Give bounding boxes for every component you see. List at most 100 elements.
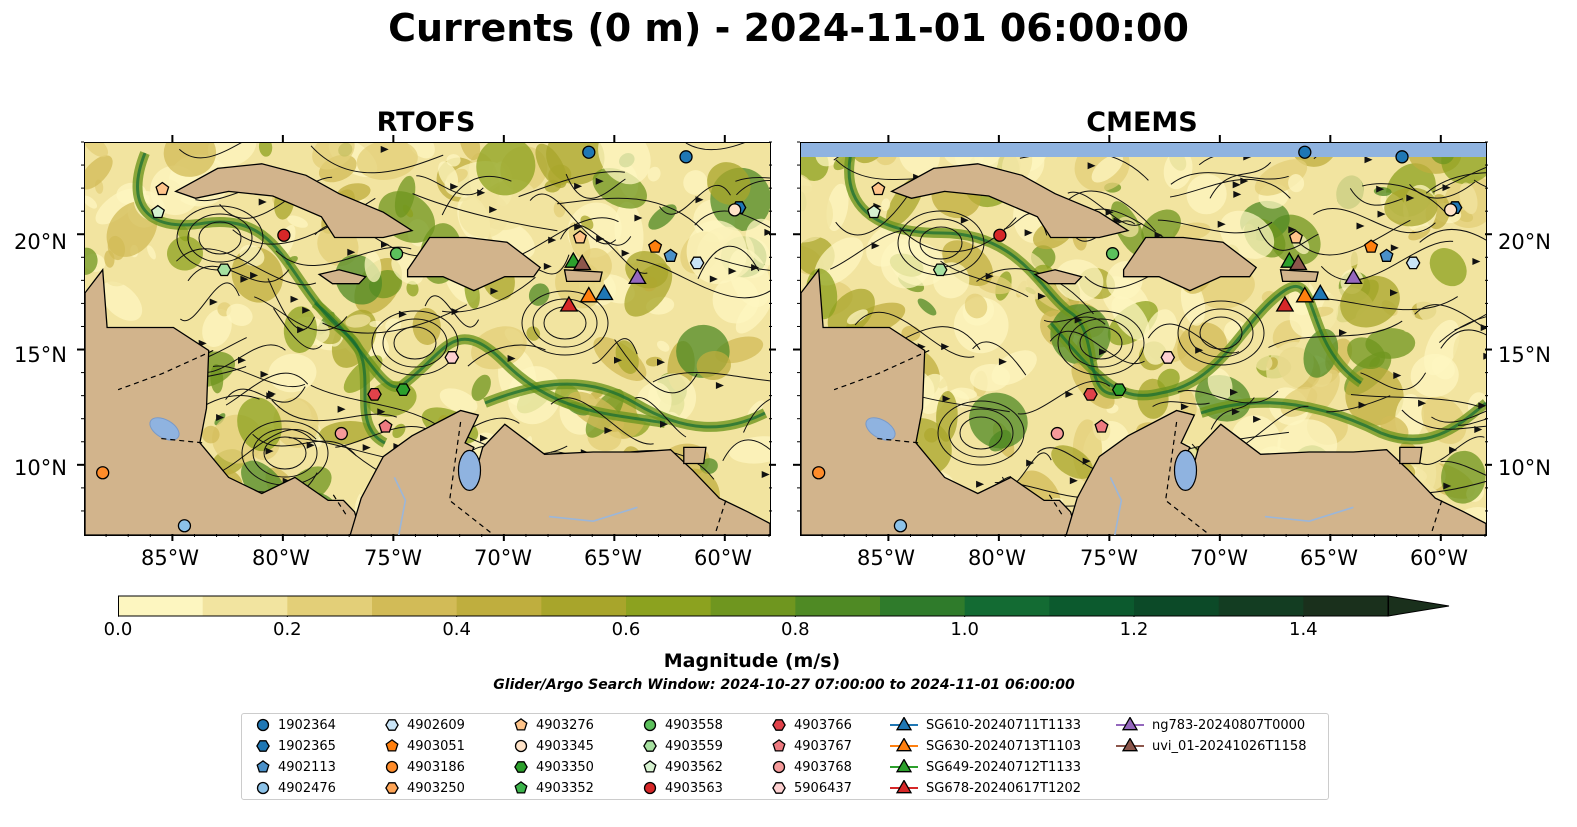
map-panel-cmems[interactable] [800, 142, 1487, 536]
legend-item: 4903562 [643, 759, 723, 775]
colorbar-segment [964, 596, 1050, 616]
legend-item: ng783-20240807T0000 [1116, 717, 1305, 733]
circle-marker-icon [514, 739, 528, 753]
legend-item: 4903558 [643, 717, 723, 733]
legend-label: 1902365 [278, 738, 336, 754]
pentagon-marker-icon [772, 739, 786, 752]
circle-marker-icon [643, 781, 657, 795]
argo-marker-1902364 [679, 150, 693, 164]
argo-marker-4903345 [727, 203, 742, 217]
legend-item: 4903767 [772, 738, 852, 754]
legend-item: 4902609 [385, 717, 465, 733]
legend-label: 4903766 [794, 717, 852, 733]
argo-marker-4903562 [150, 204, 165, 219]
legend-item: 4903563 [643, 780, 723, 796]
argo-marker-4902609 [689, 256, 705, 270]
glider-marker-SG610-20240711T1133 [594, 284, 614, 301]
legend-label: 4903186 [407, 759, 465, 775]
circle-icon [256, 781, 270, 795]
river [1109, 477, 1123, 535]
triangle-icon [895, 780, 913, 794]
legend-item: SG610-20240711T1133 [890, 717, 1081, 733]
triangle-marker-icon [1116, 738, 1144, 752]
legend-label: 4903563 [665, 780, 723, 796]
colorbar-segment [880, 596, 966, 616]
colorbar [118, 595, 1450, 617]
pentagon-icon [514, 718, 528, 731]
colorbar-segment [626, 596, 712, 616]
lat-label: 10°N [14, 456, 67, 480]
triangle-icon [895, 717, 913, 731]
legend-label: 4903559 [665, 738, 723, 754]
legend-label: 4903562 [665, 759, 723, 775]
lake-maracaibo [1173, 449, 1198, 491]
legend-label: uvi_01-20241026T1158 [1152, 738, 1307, 754]
pentagon-marker-icon [256, 760, 270, 773]
lon-label: 70°W [474, 546, 532, 570]
legend: 1902364 1902365 4902113 4902476 4902609 49030… [241, 713, 1329, 800]
legend-label: 4903276 [536, 717, 594, 733]
glider-marker-SG610-20240711T1133 [1310, 284, 1330, 301]
land [801, 163, 1486, 535]
argo-marker-4903767 [1094, 419, 1109, 433]
lon-label: 65°W [584, 546, 642, 570]
argo-marker-4903051 [1364, 239, 1379, 253]
legend-item: 1902364 [256, 717, 336, 733]
legend-item: 4903186 [385, 759, 465, 775]
legend-label: 4902609 [407, 717, 465, 733]
legend-item: 4903352 [514, 780, 594, 796]
hexagon-icon [772, 782, 786, 794]
argo-marker-4903051 [648, 239, 663, 253]
circle-marker-icon [385, 760, 399, 774]
lat-label: 10°N [1498, 456, 1551, 480]
legend-label: SG678-20240617T1202 [926, 780, 1082, 796]
argo-marker-4903559 [932, 263, 948, 277]
legend-label: 4903051 [407, 738, 465, 754]
colorbar-segment [456, 596, 542, 616]
pentagon-icon [772, 739, 786, 752]
glider-marker-SG630-20240713T1103 [1295, 286, 1315, 303]
colorbar-segment [1049, 596, 1135, 616]
glider-marker-SG678-20240617T1202 [559, 295, 579, 312]
argo-marker-4903559 [216, 263, 232, 277]
hexagon-icon [772, 719, 786, 731]
legend-label: 4903350 [536, 759, 594, 775]
river [548, 506, 638, 523]
argo-marker-4903766 [1083, 387, 1098, 401]
circle-icon [772, 760, 786, 774]
map-panel-rtofs[interactable] [84, 142, 771, 536]
argo-marker-4903768 [334, 426, 348, 441]
glider-marker-SG630-20240713T1103 [579, 286, 599, 303]
legend-item: 4903250 [385, 780, 465, 796]
argo-marker-4903350 [395, 383, 411, 397]
hexagon-marker-icon [643, 740, 657, 752]
float-markers [812, 145, 1463, 533]
pentagon-marker-icon [385, 739, 399, 752]
colorbar-frame [118, 595, 1389, 617]
land [85, 163, 770, 535]
lon-label: 70°W [1190, 546, 1248, 570]
lon-label: 60°W [694, 546, 752, 570]
colorbar-segment [372, 596, 458, 616]
river [393, 477, 407, 535]
argo-marker-4902113 [1379, 248, 1394, 262]
lake-maracaibo [457, 449, 482, 491]
argo-marker-1902364 [582, 145, 596, 159]
hexagon-icon [385, 782, 399, 794]
circle-icon [643, 718, 657, 732]
legend-label: 4903768 [794, 759, 852, 775]
legend-item: SG630-20240713T1103 [890, 738, 1081, 754]
legend-item: uvi_01-20241026T1158 [1116, 738, 1306, 754]
axis-ticks [77, 135, 1492, 541]
colorbar-segment [118, 596, 204, 616]
colorbar-segment [1303, 596, 1389, 616]
lon-label: 80°W [252, 546, 310, 570]
colorbar-segment [541, 596, 627, 616]
lat-label: 20°N [1498, 230, 1551, 254]
pentagon-icon [385, 739, 399, 752]
argo-marker-4902609 [1405, 256, 1421, 270]
argo-marker-4903350 [1111, 383, 1127, 397]
country-border [1430, 500, 1443, 535]
legend-item: 4903768 [772, 759, 852, 775]
legend-label: 4903345 [536, 738, 594, 754]
